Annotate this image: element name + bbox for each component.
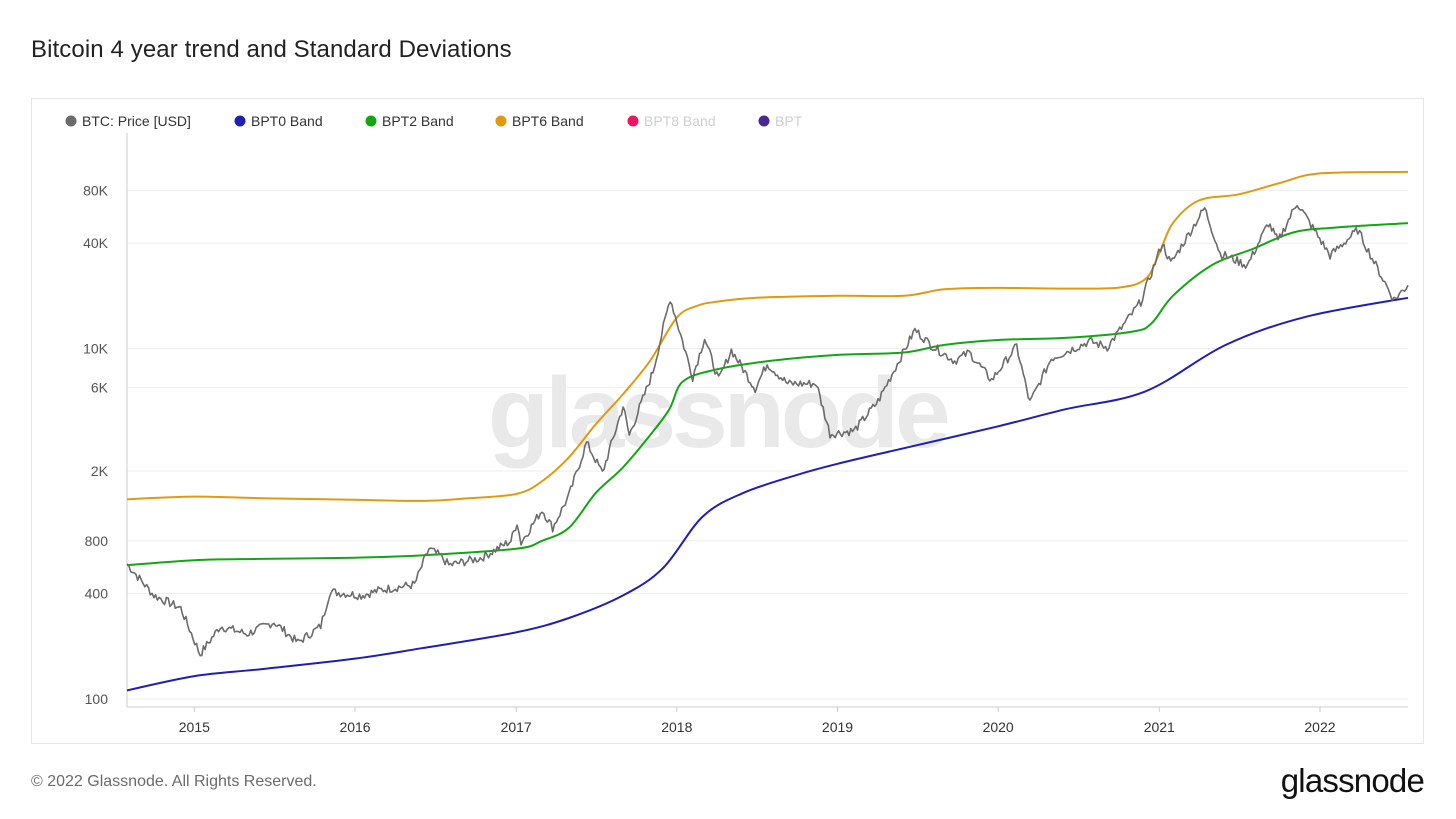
series-line-btc [126,204,1409,657]
legend-dot-bpt [758,115,770,127]
legend-item-bpt[interactable]: BPT [758,113,803,129]
chart-svg: glassnode 100 400 800 2K 6K 10K 40K 80K 2015 2016… [65,113,1409,735]
page-title: Bitcoin 4 year trend and Standard Deviat… [31,36,512,63]
legend-item-btc[interactable]: BTC: Price [USD] [65,113,191,129]
y-tick-label: 100 [85,691,109,707]
legend-label-bpt: BPT [775,113,803,129]
legend-dot-bpt0 [234,115,246,127]
legend-item-bpt8[interactable]: BPT8 Band [627,113,716,129]
glassnode-logo[interactable]: glassnode [1280,762,1425,799]
y-tick-label: 800 [85,533,109,549]
series-lines [126,170,1409,692]
legend-item-bpt6[interactable]: BPT6 Band [495,113,584,129]
x-tick-label: 2020 [983,719,1014,735]
legend-label-bpt2: BPT2 Band [382,113,454,129]
legend-label-bpt0: BPT0 Band [251,113,323,129]
series-line-bpt0 [126,296,1409,692]
x-tick-label: 2017 [501,719,532,735]
y-tick-label: 6K [91,379,109,395]
legend-item-bpt2[interactable]: BPT2 Band [365,113,454,129]
y-tick-label: 10K [83,341,109,357]
series-line-bpt2 [126,222,1409,567]
grid-lines [127,189,1408,700]
legend[interactable]: BTC: Price [USD] BPT0 Band BPT2 Band BPT6 B… [65,113,803,129]
legend-label-bpt6: BPT6 Band [512,113,584,129]
watermark-logo: glassnode [488,357,948,469]
y-tick-label: 400 [85,586,109,602]
series-line-bpt6 [126,170,1409,502]
x-tick-label: 2021 [1144,719,1175,735]
legend-dot-btc [65,115,77,127]
y-tick-label: 80K [83,182,109,198]
legend-dot-bpt8 [627,115,639,127]
legend-label-bpt8: BPT8 Band [644,113,716,129]
y-tick-label: 40K [83,235,109,251]
chart-panel: glassnode 100 400 800 2K 6K 10K 40K 80K 2015 2016… [31,98,1424,744]
x-tick-label: 2015 [179,719,210,735]
y-tick-label: 2K [91,463,109,479]
x-tick-label: 2016 [339,719,370,735]
x-tick-label: 2018 [661,719,692,735]
legend-label-btc: BTC: Price [USD] [82,113,191,129]
axes: 100 400 800 2K 6K 10K 40K 80K 2015 2016 2017 2018 20… [83,133,1408,735]
x-tick-label: 2022 [1304,719,1335,735]
footer-copyright: © 2022 Glassnode. All Rights Reserved. [31,773,317,790]
legend-dot-bpt6 [495,115,507,127]
x-tick-label: 2019 [822,719,853,735]
legend-item-bpt0[interactable]: BPT0 Band [234,113,323,129]
legend-dot-bpt2 [365,115,377,127]
